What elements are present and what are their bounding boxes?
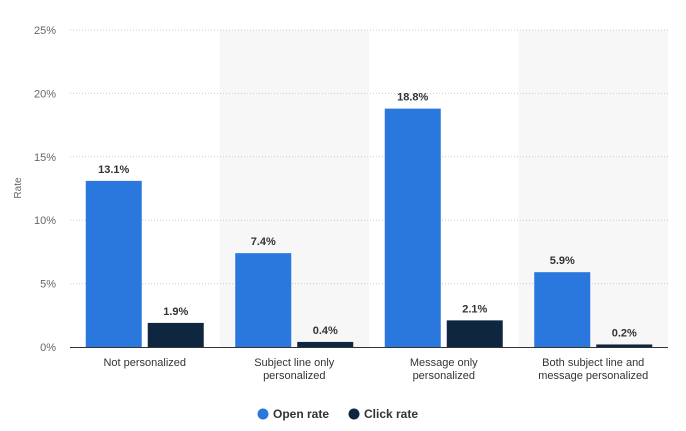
legend-label: Click rate	[364, 407, 418, 421]
bars	[85, 108, 653, 347]
y-tick-label: 0%	[40, 342, 56, 354]
legend: Open rate Click rate	[257, 407, 419, 421]
x-category-label: personalized	[263, 370, 325, 382]
data-labels: 13.1% 1.9% 7.4% 0.4% 18.8% 2.1% 5.9% 0.2%	[98, 92, 637, 340]
click-rate-bar[interactable]	[446, 320, 503, 347]
open-rate-data-label: 13.1%	[98, 164, 129, 176]
click-rate-data-label: 1.9%	[163, 306, 188, 318]
open-rate-bar[interactable]	[534, 272, 591, 347]
y-axis-title: Rate	[13, 177, 24, 199]
click-rate-bar[interactable]	[596, 344, 653, 347]
y-tick-label: 10%	[34, 215, 56, 227]
y-tick-label: 20%	[34, 88, 56, 100]
x-axis: Not personalized Subject line onlypersona…	[70, 347, 668, 382]
open-rate-bar[interactable]	[235, 253, 292, 347]
open-rate-data-label: 5.9%	[550, 255, 575, 267]
y-tick-label: 25%	[34, 25, 56, 37]
open-rate-bar[interactable]	[85, 180, 142, 347]
x-category-label: Both subject line and	[542, 357, 644, 369]
click-rate-bar[interactable]	[297, 341, 354, 347]
legend-item-open-rate[interactable]: Open rate	[257, 407, 330, 421]
x-category-label: message personalized	[538, 370, 648, 382]
click-rate-bar[interactable]	[147, 322, 204, 347]
y-tick-label: 15%	[34, 152, 56, 164]
click-rate-data-label: 0.2%	[612, 327, 637, 339]
x-category-label: Message only	[410, 357, 478, 369]
open-rate-bar[interactable]	[384, 108, 441, 347]
x-category-label: Subject line only	[254, 357, 335, 369]
legend-marker	[348, 408, 360, 420]
click-rate-data-label: 2.1%	[462, 303, 487, 315]
open-rate-data-label: 7.4%	[251, 236, 276, 248]
legend-item-click-rate[interactable]: Click rate	[348, 407, 419, 421]
legend-label: Open rate	[273, 407, 329, 421]
x-category-label: Not personalized	[103, 357, 186, 369]
x-category-label: personalized	[413, 370, 475, 382]
click-rate-data-label: 0.4%	[313, 325, 338, 337]
open-rate-data-label: 18.8%	[397, 92, 428, 104]
legend-marker	[257, 408, 269, 420]
y-axis: 0% 5% 10% 15% 20% 25%	[34, 25, 56, 354]
y-tick-label: 5%	[40, 279, 56, 291]
